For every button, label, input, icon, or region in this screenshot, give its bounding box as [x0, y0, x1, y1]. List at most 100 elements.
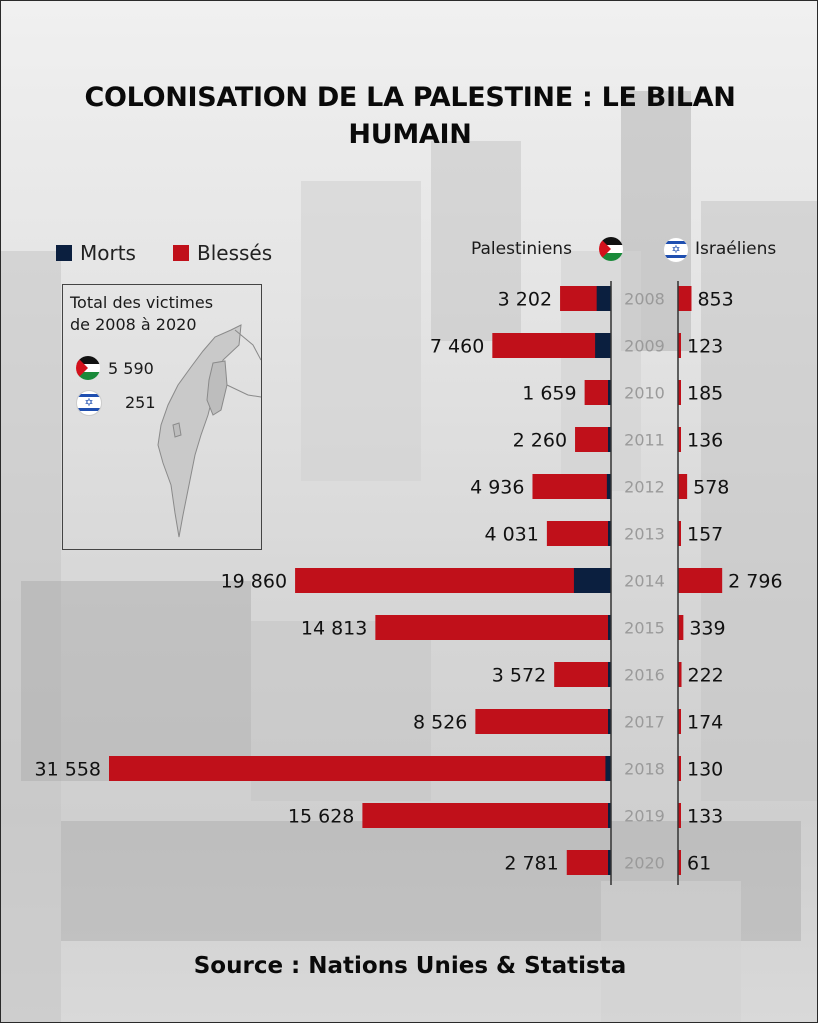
- year-label-2014: 2014: [624, 572, 665, 591]
- israelis-value-label-2015: 339: [689, 618, 725, 640]
- chart-title: COLONISATION DE LA PALESTINE : LE BILAN …: [84, 82, 736, 150]
- israelis-injured-bar-2010: [678, 380, 681, 405]
- israelis-value-label-2020: 61: [687, 853, 711, 875]
- palestinians-value-label-2014: 19 860: [221, 571, 287, 593]
- year-label-2009: 2009: [624, 337, 665, 356]
- inset-title-line1: Total des victimes: [70, 293, 214, 312]
- israelis-value-label-2009: 123: [687, 336, 723, 358]
- israelis-value-label-2011: 136: [687, 430, 723, 452]
- palestinians-deaths-bar-2020: [608, 850, 611, 875]
- israelis-injured-bar-2013: [678, 521, 681, 546]
- totals-inset: Total des victimes de 2008 à 2020 5 590 …: [62, 284, 262, 550]
- inset-israelis-total: 251: [125, 393, 156, 412]
- palestinians-value-label-2015: 14 813: [301, 618, 367, 640]
- israelis-value-label-2016: 222: [688, 665, 724, 687]
- palestinians-value-label-2020: 2 781: [504, 853, 558, 875]
- palestinians-value-label-2009: 7 460: [430, 336, 484, 358]
- palestine-flag-icon: [599, 237, 623, 261]
- palestinians-injured-bar-2011: [575, 427, 611, 452]
- israel-flag-icon: ✡: [663, 237, 689, 263]
- palestinians-deaths-bar-2009: [595, 333, 611, 358]
- palestinians-injured-bar-2015: [375, 615, 611, 640]
- legend-injured-label: Blessés: [197, 241, 273, 265]
- palestinians-value-label-2012: 4 936: [470, 477, 524, 499]
- israelis-value-label-2018: 130: [687, 759, 723, 781]
- israelis-injured-bar-2014: [678, 568, 723, 593]
- palestinians-deaths-bar-2016: [608, 662, 611, 687]
- year-label-2017: 2017: [624, 713, 665, 732]
- palestinians-value-label-2008: 3 202: [498, 289, 552, 311]
- palestinians-value-label-2016: 3 572: [492, 665, 546, 687]
- palestinians-value-label-2010: 1 659: [522, 383, 576, 405]
- legend-deaths-label: Morts: [80, 241, 136, 265]
- israelis-injured-bar-2008: [678, 286, 692, 311]
- palestinians-deaths-bar-2008: [596, 286, 611, 311]
- israelis-value-label-2014: 2 796: [728, 571, 782, 593]
- legend-deaths: Morts: [56, 241, 136, 265]
- year-label-2015: 2015: [624, 619, 665, 638]
- year-label-2011: 2011: [624, 431, 665, 450]
- palestinians-value-label-2018: 31 558: [35, 759, 101, 781]
- israelis-value-label-2010: 185: [687, 383, 723, 405]
- inset-title-line2: de 2008 à 2020: [70, 315, 197, 334]
- year-label-2008: 2008: [624, 290, 665, 309]
- palestinians-value-label-2013: 4 031: [484, 524, 538, 546]
- legend-injured-swatch: [173, 245, 189, 261]
- israelis-injured-bar-2009: [678, 333, 681, 358]
- header-israelis-label: Israéliens: [695, 239, 777, 259]
- palestinians-deaths-bar-2017: [608, 709, 611, 734]
- year-label-2010: 2010: [624, 384, 665, 403]
- palestinians-deaths-bar-2014: [573, 568, 611, 593]
- israelis-value-label-2017: 174: [687, 712, 723, 734]
- year-label-2019: 2019: [624, 807, 665, 826]
- year-label-2016: 2016: [624, 666, 665, 685]
- israelis-value-label-2008: 853: [697, 289, 733, 311]
- victims-bar-chart: 3 202 853 2008 7 460 123 2009 1 659 185 2010 2 26…: [35, 281, 783, 885]
- legend-deaths-swatch: [56, 245, 72, 261]
- palestinians-deaths-bar-2011: [608, 427, 611, 452]
- palestinians-injured-bar-2018: [109, 756, 611, 781]
- year-label-2020: 2020: [624, 854, 665, 873]
- header-israelis: Israéliens: [695, 239, 776, 259]
- palestinians-injured-bar-2013: [546, 521, 611, 546]
- israelis-value-label-2012: 578: [693, 477, 729, 499]
- israelis-injured-bar-2016: [678, 662, 682, 687]
- palestinians-injured-bar-2009: [492, 333, 611, 358]
- palestinians-deaths-bar-2019: [608, 803, 611, 828]
- legend-injured: Blessés: [173, 241, 272, 265]
- year-label-2012: 2012: [624, 478, 665, 497]
- palestinians-injured-bar-2019: [362, 803, 611, 828]
- israel-palestine-map-icon: [157, 324, 261, 538]
- palestinians-deaths-bar-2013: [608, 521, 611, 546]
- year-label-2013: 2013: [624, 525, 665, 544]
- inset-palestine-flag-icon: [76, 356, 100, 380]
- palestinians-injured-bar-2012: [532, 474, 611, 499]
- israelis-injured-bar-2012: [678, 474, 688, 499]
- header-palestinians: Palestiniens: [471, 239, 572, 259]
- palestinians-deaths-bar-2015: [608, 615, 611, 640]
- inset-palestinians-total: 5 590: [108, 359, 154, 378]
- palestinians-value-label-2017: 8 526: [413, 712, 467, 734]
- israelis-value-label-2013: 157: [687, 524, 723, 546]
- israelis-injured-bar-2015: [678, 615, 684, 640]
- israelis-value-label-2019: 133: [687, 806, 723, 828]
- palestinians-injured-bar-2010: [584, 380, 611, 405]
- inset-israel-flag-icon: ✡: [76, 390, 102, 416]
- source-note: Source : Nations Unies & Statista: [193, 953, 627, 979]
- palestinians-injured-bar-2016: [554, 662, 611, 687]
- palestinians-value-label-2011: 2 260: [513, 430, 567, 452]
- palestinians-deaths-bar-2012: [606, 474, 611, 499]
- israelis-injured-bar-2017: [678, 709, 681, 734]
- year-label-2018: 2018: [624, 760, 665, 779]
- palestinians-injured-bar-2017: [475, 709, 611, 734]
- palestinians-deaths-bar-2018: [605, 756, 611, 781]
- palestinians-injured-bar-2020: [566, 850, 611, 875]
- palestinians-injured-bar-2014: [295, 568, 611, 593]
- israelis-injured-bar-2018: [678, 756, 681, 781]
- israelis-injured-bar-2011: [678, 427, 681, 452]
- palestinians-deaths-bar-2010: [608, 380, 611, 405]
- palestinians-value-label-2019: 15 628: [288, 806, 354, 828]
- header-palestinians-label: Palestiniens: [471, 239, 572, 259]
- israelis-injured-bar-2019: [678, 803, 681, 828]
